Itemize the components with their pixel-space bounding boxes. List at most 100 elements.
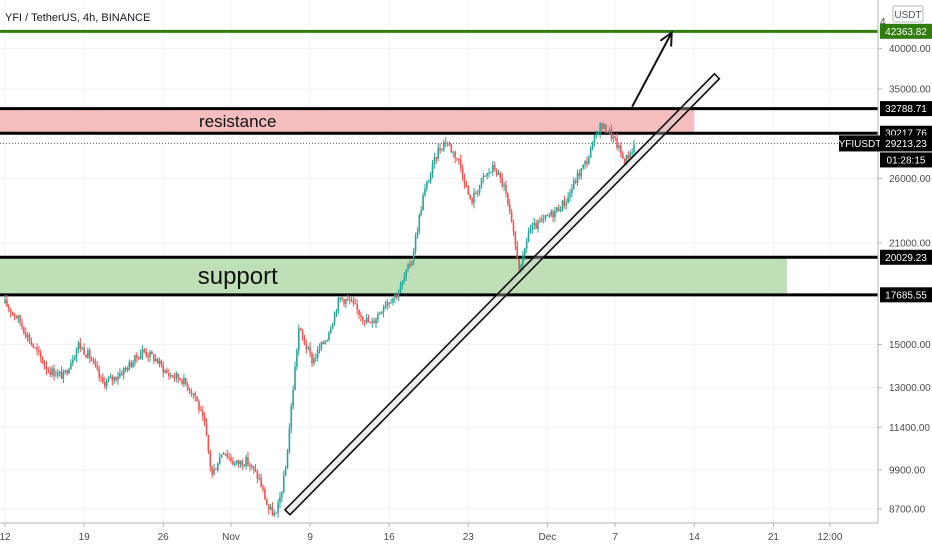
candle-body[interactable]	[352, 300, 355, 303]
candle-body[interactable]	[56, 372, 59, 376]
candle-body[interactable]	[388, 302, 390, 304]
candle-body[interactable]	[591, 142, 594, 149]
candle-body[interactable]	[478, 185, 481, 193]
candle-body[interactable]	[437, 148, 439, 159]
candle-body[interactable]	[508, 204, 511, 213]
candle-body[interactable]	[461, 167, 464, 178]
candle-body[interactable]	[294, 366, 296, 390]
trend-channel[interactable]	[283, 72, 721, 516]
candle-body[interactable]	[185, 377, 187, 384]
candle-body[interactable]	[51, 368, 53, 375]
candle-body[interactable]	[433, 157, 436, 164]
candle-body[interactable]	[23, 327, 25, 333]
candle-body[interactable]	[540, 218, 543, 222]
candle-body[interactable]	[245, 456, 247, 466]
candle-body[interactable]	[275, 512, 277, 514]
candle-body[interactable]	[24, 332, 27, 337]
candle-body[interactable]	[343, 299, 345, 304]
candle-body[interactable]	[164, 370, 166, 373]
candle-body[interactable]	[362, 316, 364, 321]
candle-body[interactable]	[360, 315, 362, 317]
candle-body[interactable]	[169, 375, 172, 377]
candle-body[interactable]	[36, 347, 38, 351]
candle-body[interactable]	[39, 351, 42, 358]
candle-body[interactable]	[282, 475, 285, 493]
support-zone[interactable]	[0, 257, 787, 295]
candle-body[interactable]	[631, 152, 633, 154]
candle-body[interactable]	[201, 410, 204, 416]
candle-body[interactable]	[265, 499, 268, 505]
candle-body[interactable]	[241, 461, 244, 466]
candle-body[interactable]	[452, 151, 455, 153]
candle-body[interactable]	[28, 334, 31, 342]
candle-body[interactable]	[414, 236, 417, 252]
candle-body[interactable]	[618, 145, 620, 148]
candle-body[interactable]	[420, 210, 423, 216]
candle-body[interactable]	[288, 428, 291, 452]
candle-body[interactable]	[15, 316, 18, 319]
candle-body[interactable]	[87, 350, 89, 358]
candle-body[interactable]	[525, 241, 528, 249]
candle-body[interactable]	[145, 351, 148, 356]
candle-body[interactable]	[450, 145, 453, 153]
candle-body[interactable]	[286, 451, 289, 469]
candle-body[interactable]	[66, 370, 68, 374]
candle-body[interactable]	[154, 359, 157, 361]
candle-body[interactable]	[557, 207, 560, 212]
candle-body[interactable]	[226, 454, 229, 457]
candle-body[interactable]	[38, 350, 40, 352]
candle-body[interactable]	[586, 161, 588, 164]
candle-body[interactable]	[307, 347, 310, 349]
candle-body[interactable]	[531, 225, 534, 230]
candle-body[interactable]	[218, 457, 221, 465]
candle-body[interactable]	[6, 299, 8, 307]
candle-body[interactable]	[326, 340, 328, 342]
candle-body[interactable]	[311, 353, 313, 364]
candle-body[interactable]	[574, 180, 577, 183]
candle-body[interactable]	[47, 369, 50, 372]
candle-body[interactable]	[369, 322, 372, 324]
candle-body[interactable]	[422, 195, 424, 211]
candle-body[interactable]	[514, 231, 517, 246]
candle-body[interactable]	[313, 358, 315, 364]
candle-body[interactable]	[72, 360, 74, 364]
candle-body[interactable]	[220, 454, 223, 458]
price-scale[interactable]: 40000.00 35000.00 26000.00 21000.00 15000.00…	[878, 44, 931, 515]
candle-body[interactable]	[303, 336, 306, 345]
candle-body[interactable]	[228, 456, 230, 458]
candle-body[interactable]	[367, 318, 370, 323]
candle-body[interactable]	[119, 373, 121, 377]
candles-layer[interactable]	[4, 122, 635, 518]
candle-body[interactable]	[350, 300, 353, 302]
candle-body[interactable]	[424, 188, 426, 196]
candle-body[interactable]	[589, 148, 592, 158]
candle-body[interactable]	[177, 373, 180, 379]
candle-body[interactable]	[482, 175, 485, 179]
candle-body[interactable]	[243, 465, 245, 467]
candle-body[interactable]	[580, 168, 583, 176]
candle-body[interactable]	[122, 368, 125, 375]
candle-body[interactable]	[79, 342, 82, 349]
candle-body[interactable]	[554, 210, 556, 218]
candle-body[interactable]	[88, 350, 91, 359]
candle-body[interactable]	[561, 200, 564, 211]
candle-body[interactable]	[467, 186, 470, 195]
candle-body[interactable]	[394, 294, 396, 299]
candle-body[interactable]	[459, 159, 462, 168]
candle-body[interactable]	[207, 434, 210, 452]
candle-body[interactable]	[524, 248, 526, 256]
candle-body[interactable]	[111, 376, 114, 381]
candle-body[interactable]	[258, 477, 261, 479]
candle-body[interactable]	[171, 375, 174, 378]
candle-body[interactable]	[104, 381, 106, 387]
candle-body[interactable]	[621, 153, 624, 159]
candle-body[interactable]	[401, 280, 404, 286]
candle-body[interactable]	[471, 198, 473, 204]
candle-body[interactable]	[441, 149, 443, 151]
candle-body[interactable]	[11, 312, 14, 314]
candle-body[interactable]	[175, 373, 178, 378]
candle-body[interactable]	[247, 456, 249, 465]
candle-body[interactable]	[556, 207, 558, 211]
candle-body[interactable]	[192, 393, 195, 395]
